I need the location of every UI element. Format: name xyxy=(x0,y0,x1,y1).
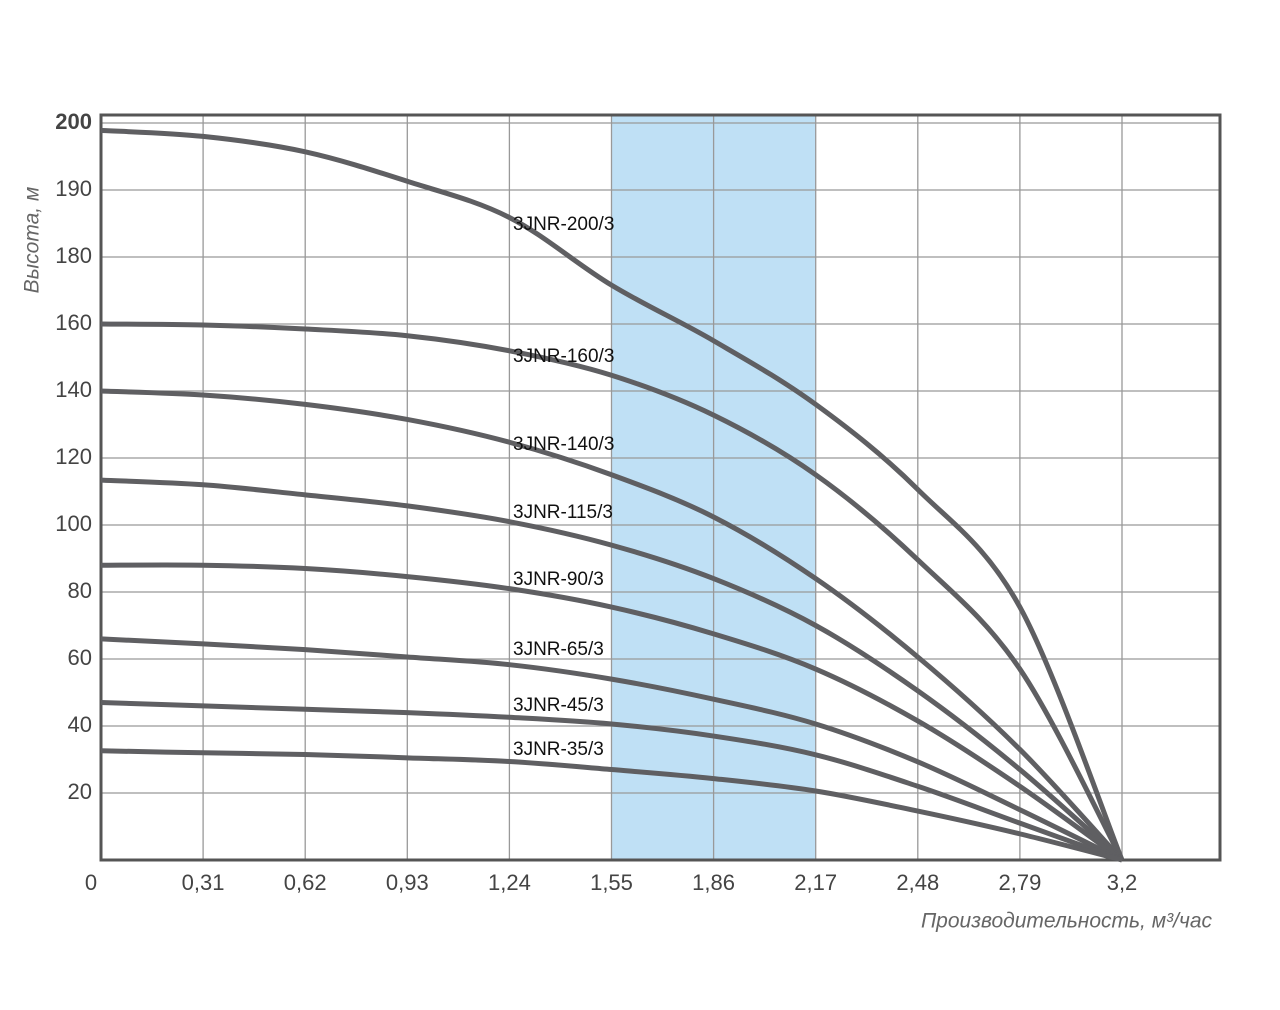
curve xyxy=(100,321,1125,862)
x-axis-title: Производительность, м³/час xyxy=(921,910,1213,933)
curve xyxy=(100,700,1123,863)
y-axis-title: Высота, м xyxy=(21,187,44,294)
y-tick-label: 200 xyxy=(55,109,92,134)
y-tick-label: 20 xyxy=(68,779,92,804)
y-tick-label: 100 xyxy=(55,511,92,536)
x-tick-label: 2,48 xyxy=(896,870,939,895)
x-tick-label: 1,55 xyxy=(590,870,633,895)
y-tick-label: 80 xyxy=(68,578,92,603)
x-tick-label: 0,31 xyxy=(182,870,225,895)
curve-label: 3JNR-200/3 xyxy=(513,214,614,235)
x-tick-label: 1,86 xyxy=(692,870,735,895)
y-tick-label: 40 xyxy=(68,712,92,737)
x-tick-label: 2,79 xyxy=(998,870,1041,895)
x-tick-label: 0,62 xyxy=(284,870,327,895)
curve xyxy=(100,636,1124,863)
curve-label: 3JNR-160/3 xyxy=(513,346,614,367)
plot-frame xyxy=(99,113,1222,862)
x-tick-label: 0 xyxy=(85,870,97,895)
y-tick-label: 60 xyxy=(68,645,92,670)
curve-label: 3JNR-140/3 xyxy=(513,434,614,455)
x-tick-label: 2,17 xyxy=(794,870,837,895)
curve xyxy=(100,127,1125,861)
curve-label: 3JNR-45/3 xyxy=(513,695,604,716)
curve-label: 3JNR-90/3 xyxy=(513,569,604,590)
curve xyxy=(100,388,1124,862)
curve-label: 3JNR-35/3 xyxy=(513,739,604,760)
x-tick-label: 1,24 xyxy=(488,870,531,895)
y-tick-label: 140 xyxy=(55,377,92,402)
plot-background xyxy=(100,115,1220,860)
curve xyxy=(100,748,1123,863)
curve-label: 3JNR-65/3 xyxy=(513,639,604,660)
y-tick-label: 160 xyxy=(55,310,92,335)
y-tick-label: 180 xyxy=(55,243,92,268)
y-tick-label: 120 xyxy=(55,444,92,469)
curve xyxy=(100,477,1124,862)
y-tick-label: 190 xyxy=(55,176,92,201)
curve xyxy=(100,562,1124,863)
curve-label: 3JNR-115/3 xyxy=(513,502,613,523)
x-tick-label: 0,93 xyxy=(386,870,429,895)
x-tick-label: 3,2 xyxy=(1107,870,1138,895)
